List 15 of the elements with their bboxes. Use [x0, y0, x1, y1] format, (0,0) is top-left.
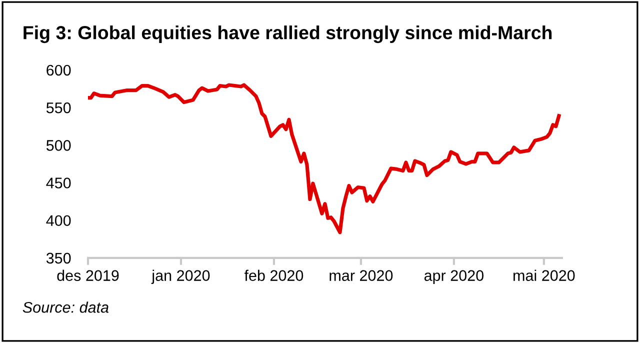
y-tick-label: 350	[46, 252, 71, 264]
x-tick-label: des 2019	[57, 270, 119, 281]
y-tick-label: 600	[46, 64, 71, 76]
line-series	[88, 83, 561, 234]
x-tick-label: jan 2020	[151, 270, 210, 284]
x-tick-label: mai 2020	[514, 270, 575, 281]
source-note: Source: data	[22, 302, 109, 313]
x-tick-label: feb 2020	[244, 270, 304, 281]
y-tick-label: 500	[46, 140, 71, 151]
x-tick-label: apr 2020	[424, 270, 484, 284]
y-tick-label: 450	[46, 178, 71, 188]
y-tick-label: 550	[46, 102, 71, 114]
chart-title: Fig 3: Global equities have rallied strongly since mid-March	[24, 26, 552, 44]
x-tick-label: mar 2020	[330, 270, 393, 281]
y-tick-label: 400	[46, 215, 71, 226]
